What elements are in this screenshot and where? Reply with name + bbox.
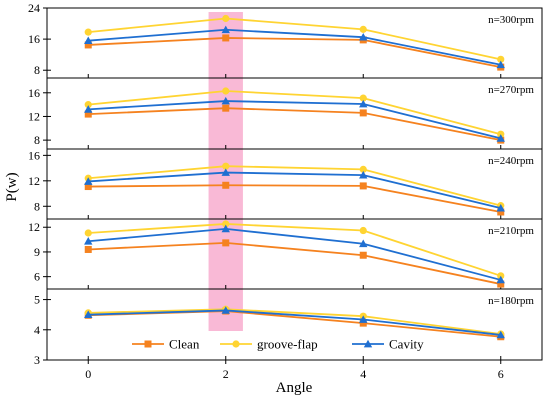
data-point bbox=[360, 26, 367, 33]
data-point bbox=[222, 239, 229, 246]
legend-marker bbox=[145, 341, 152, 348]
y-tick-label: 8 bbox=[34, 199, 40, 213]
legend-item-clean: Clean bbox=[132, 337, 200, 352]
panel-1: 8 16 24 n=300rpm bbox=[28, 1, 542, 78]
y-tick-label: 16 bbox=[28, 148, 40, 162]
panel-label: n=300rpm bbox=[488, 14, 534, 26]
y-tick-label: 4 bbox=[34, 323, 40, 337]
panel-4: 6 9 12 n=210rpm bbox=[28, 219, 542, 289]
panel-label: n=180rpm bbox=[488, 295, 534, 307]
x-tick-label: 0 bbox=[85, 367, 91, 381]
data-point bbox=[85, 229, 92, 236]
data-point bbox=[85, 29, 92, 36]
y-tick-label: 12 bbox=[28, 220, 40, 234]
x-axis: 0 2 4 6 bbox=[85, 360, 504, 381]
y-tick-label: 24 bbox=[28, 1, 40, 15]
y-tick-label: 9 bbox=[34, 245, 40, 259]
data-point bbox=[360, 252, 367, 259]
panel-frame bbox=[47, 219, 542, 289]
panel-frame bbox=[47, 149, 542, 219]
x-axis-title: Angle bbox=[276, 380, 313, 396]
panel-label: n=210rpm bbox=[488, 225, 534, 237]
data-point bbox=[360, 109, 367, 116]
y-tick-label: 5 bbox=[34, 293, 40, 307]
y-tick-label: 16 bbox=[28, 32, 40, 46]
y-tick-label: 3 bbox=[34, 353, 40, 367]
legend-label: Cavity bbox=[389, 337, 424, 352]
data-point bbox=[222, 182, 229, 189]
legend: Clean groove-flap Cavity bbox=[132, 337, 424, 352]
series-line bbox=[88, 108, 501, 140]
series-clean bbox=[85, 182, 505, 216]
data-point bbox=[222, 34, 229, 41]
data-point bbox=[222, 105, 229, 112]
data-point bbox=[360, 182, 367, 189]
data-point bbox=[360, 227, 367, 234]
series-line bbox=[88, 173, 501, 209]
series-line bbox=[88, 229, 501, 280]
y-tick-label: 8 bbox=[34, 133, 40, 147]
y-tick-label: 12 bbox=[28, 109, 40, 123]
series-groove-flap bbox=[85, 306, 505, 338]
y-tick-label: 8 bbox=[34, 63, 40, 77]
y-axis-title: P(w) bbox=[4, 172, 20, 201]
x-tick-label: 4 bbox=[360, 367, 366, 381]
legend-label: groove-flap bbox=[257, 337, 318, 352]
series-cavity bbox=[84, 225, 505, 284]
data-point bbox=[222, 15, 229, 22]
panel-label: n=270rpm bbox=[488, 84, 534, 96]
legend-label: Clean bbox=[169, 337, 200, 352]
legend-item-groove-flap: groove-flap bbox=[220, 337, 318, 352]
x-tick-label: 2 bbox=[223, 367, 229, 381]
series-line bbox=[88, 101, 501, 138]
panel-3: 8 12 16 n=240rpm bbox=[28, 148, 542, 219]
y-tick-label: 16 bbox=[28, 86, 40, 100]
legend-marker bbox=[232, 340, 239, 347]
x-tick-label: 6 bbox=[498, 367, 504, 381]
y-tick-label: 6 bbox=[34, 270, 40, 284]
series-groove-flap bbox=[85, 87, 505, 137]
panel-2: 8 12 16 n=270rpm bbox=[28, 78, 542, 149]
data-point bbox=[222, 87, 229, 94]
y-tick-label: 12 bbox=[28, 174, 40, 188]
legend-item-cavity: Cavity bbox=[352, 337, 424, 352]
panel-label: n=240rpm bbox=[488, 155, 534, 167]
panel-5: 3 4 5 n=180rpm bbox=[34, 289, 542, 367]
data-point bbox=[85, 246, 92, 253]
series-line bbox=[88, 30, 501, 65]
